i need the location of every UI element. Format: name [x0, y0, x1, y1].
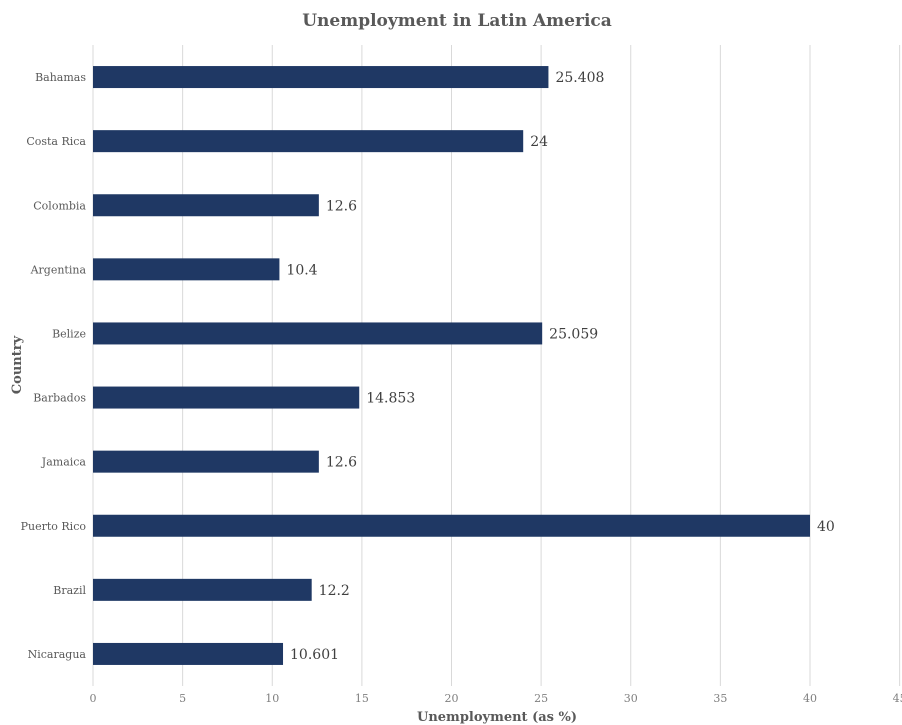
bar: [93, 194, 319, 217]
bar: [93, 258, 280, 281]
x-tick-label: 10: [265, 692, 279, 705]
category-label: Puerto Rico: [21, 520, 87, 533]
data-label: 10.4: [286, 262, 317, 278]
bar: [93, 450, 319, 473]
data-label: 12.6: [326, 198, 357, 214]
category-label: Nicaragua: [28, 648, 87, 661]
data-label: 40: [817, 519, 835, 535]
bar: [93, 642, 284, 665]
bar: [93, 386, 360, 409]
x-tick-label: 25: [534, 692, 548, 705]
x-tick-label: 0: [90, 692, 97, 705]
bar: [93, 514, 810, 537]
bars: [93, 66, 810, 665]
category-label: Belize: [52, 327, 86, 340]
category-labels: Bahamas Costa Rica Colombia Argentina Belize…: [21, 71, 87, 661]
data-label: 12.6: [326, 455, 357, 471]
x-tick-label: 5: [179, 692, 186, 705]
category-label: Brazil: [53, 584, 86, 597]
x-axis-title: Unemployment (as %): [417, 710, 577, 725]
x-tick-label: 30: [624, 692, 638, 705]
data-label: 12.2: [319, 583, 350, 599]
x-tick-label: 20: [445, 692, 459, 705]
category-label: Bahamas: [35, 71, 86, 84]
data-label: 10.601: [290, 647, 339, 663]
category-label: Barbados: [33, 392, 86, 405]
x-tick-label: 15: [355, 692, 369, 705]
x-tick-label: 35: [713, 692, 727, 705]
bar: [93, 130, 524, 153]
data-label: 25.059: [549, 326, 598, 342]
category-label: Jamaica: [41, 456, 87, 469]
chart-title: Unemployment in Latin America: [302, 11, 612, 31]
data-label: 24: [530, 134, 548, 150]
data-label: 14.853: [366, 391, 415, 407]
x-tick-label: 40: [803, 692, 817, 705]
bar: [93, 322, 543, 345]
x-tick-labels: 0 5 10 15 20 25 30 35 40 45: [90, 692, 902, 705]
category-label: Colombia: [33, 199, 86, 212]
bar: [93, 578, 312, 601]
category-label: Costa Rica: [26, 135, 86, 148]
data-label: 25.408: [555, 70, 604, 86]
y-axis-title: Country: [10, 335, 25, 394]
data-labels: 25.408 24 12.6 10.4 25.059 14.853 12.6 40 12.2 10…: [286, 70, 834, 663]
bar: [93, 66, 549, 89]
x-tick-label: 45: [893, 692, 902, 705]
category-label: Argentina: [30, 263, 87, 276]
